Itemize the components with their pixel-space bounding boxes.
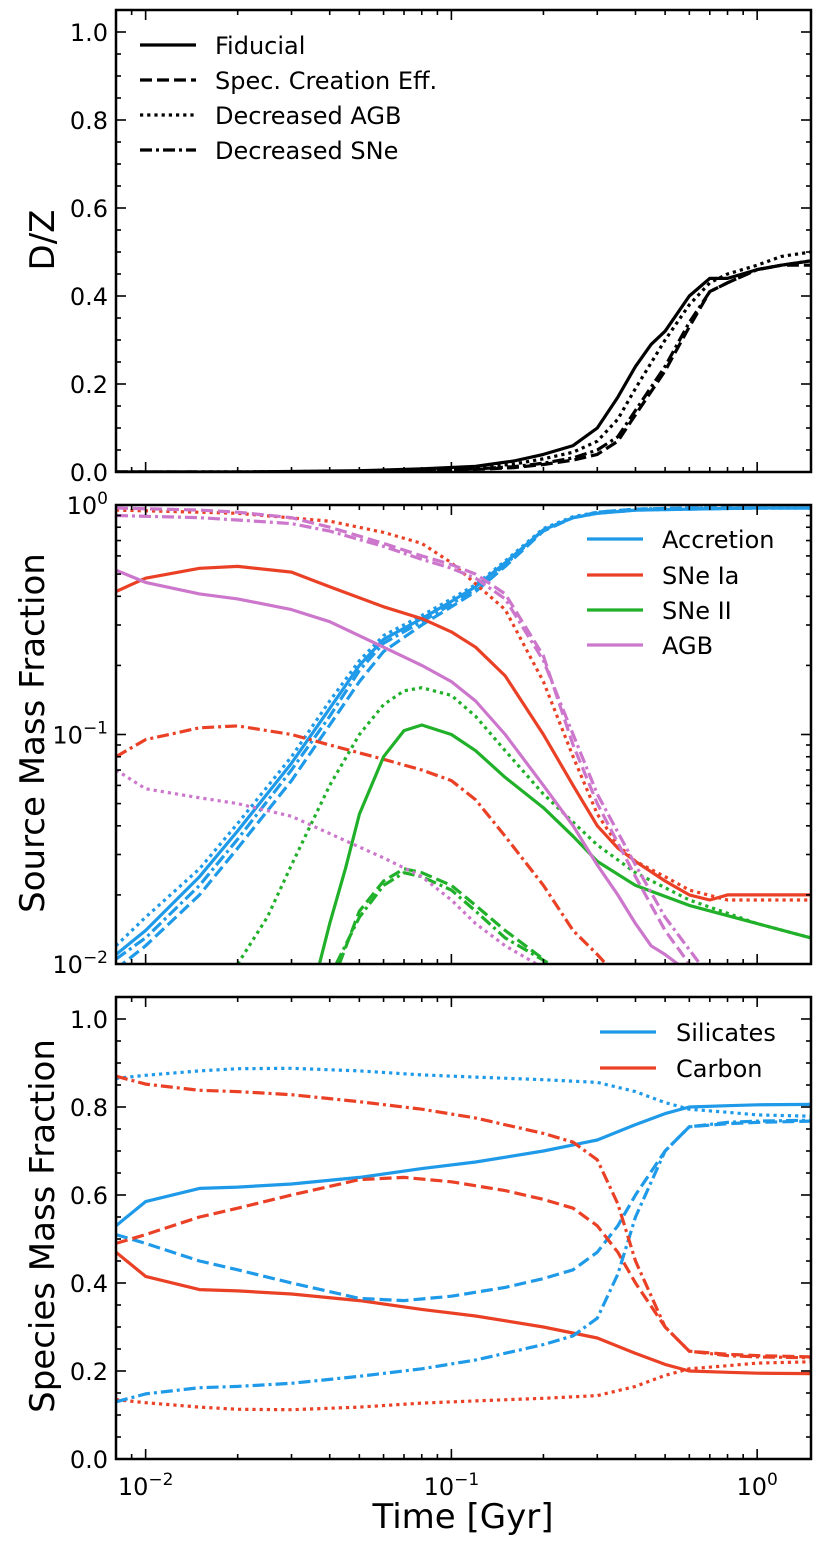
- series-carbon-decreased-agb: [116, 1360, 811, 1412]
- species-series-layer: [116, 1066, 811, 1412]
- series-silicates-fiducial: [116, 1102, 811, 1228]
- source-ytick-labels: 10−2 10−1 100: [52, 489, 108, 979]
- dz-ylabel: D/Z: [23, 210, 63, 271]
- species-ytick-labels: 0.0 0.2 0.4 0.6 0.8 1.0: [70, 1006, 108, 1474]
- ytick-label: 1.0: [70, 19, 108, 47]
- series-sne-ii-spec-creation-eff: [337, 867, 545, 964]
- legend-label: Fiducial: [215, 32, 305, 60]
- legend-label: Spec. Creation Eff.: [215, 67, 437, 95]
- series-decreased-agb: [116, 250, 811, 472]
- series-agb-fiducial: [116, 568, 679, 964]
- legend-label: Carbon: [676, 1055, 762, 1083]
- ytick-label: 0.0: [70, 1446, 108, 1474]
- xtick-label: 100: [736, 1470, 777, 1501]
- series-accretion-spec-creation-eff: [119, 506, 811, 964]
- species-legend: Silicates Carbon: [600, 1019, 776, 1083]
- panel-source: 10−2 10−1 100 Source Mass Fraction Accre…: [13, 489, 813, 979]
- ytick-label: 0.0: [70, 459, 108, 487]
- species-axes-frame: [114, 995, 813, 1461]
- panel-dz: 0.0 0.2 0.4 0.6 0.8 1.0 D/Z Fiducial Spe…: [23, 8, 813, 487]
- legend-label: SNe II: [662, 597, 732, 625]
- series-carbon-fiducial: [116, 1250, 811, 1376]
- series-carbon-decreased-sne: [116, 1074, 811, 1360]
- panel-species: 0.0 0.2 0.4 0.6 0.8 1.0 10−2 10−1 100 Sp…: [23, 995, 813, 1537]
- series-sne-ii-fiducial: [317, 723, 811, 964]
- source-axes-frame: [114, 503, 813, 966]
- xtick-label: 10−1: [424, 1470, 480, 1501]
- legend-label: Decreased AGB: [215, 102, 401, 130]
- xlabel: Time [Gyr]: [372, 1497, 554, 1537]
- series-silicates-decreased-sne: [116, 1118, 811, 1404]
- ytick-label: 0.4: [70, 1270, 108, 1298]
- ytick-label: 10−1: [52, 719, 108, 750]
- ytick-label: 0.6: [70, 195, 108, 223]
- ytick-label: 1.0: [70, 1006, 108, 1034]
- legend-label: Decreased SNe: [215, 137, 398, 165]
- legend-label: AGB: [662, 632, 713, 660]
- series-sne-ii-decreased-agb: [236, 686, 811, 964]
- ytick-label: 0.4: [70, 283, 108, 311]
- series-agb-decreased-agb: [116, 768, 538, 964]
- source-ylabel: Source Mass Fraction: [13, 553, 53, 913]
- series-silicates-decreased-agb: [116, 1066, 811, 1118]
- dz-legend: Fiducial Spec. Creation Eff. Decreased A…: [140, 32, 437, 165]
- source-legend: Accretion SNe Ia SNe II AGB: [587, 526, 774, 660]
- series-accretion-decreased-sne: [116, 506, 811, 961]
- ytick-label: 10−2: [52, 948, 108, 979]
- dz-axes-frame: [114, 8, 813, 474]
- ytick-label: 0.8: [70, 107, 108, 135]
- ytick-label: 0.6: [70, 1182, 108, 1210]
- legend-label: Accretion: [662, 526, 774, 554]
- series-sne-ia-fiducial: [116, 564, 811, 902]
- series-sne-ia-decreased-sne: [116, 724, 608, 964]
- dz-ytick-labels: 0.0 0.2 0.4 0.6 0.8 1.0: [70, 19, 108, 487]
- legend-label: Silicates: [676, 1019, 776, 1047]
- ytick-label: 100: [67, 489, 108, 520]
- species-xtick-labels: 10−2 10−1 100: [118, 1470, 778, 1501]
- ytick-label: 0.8: [70, 1094, 108, 1122]
- legend-label: SNe Ia: [662, 562, 739, 590]
- ytick-label: 0.2: [70, 371, 108, 399]
- series-sne-ii-decreased-sne: [334, 871, 551, 964]
- series-agb-decreased-sne: [116, 513, 702, 964]
- species-ylabel: Species Mass Fraction: [23, 1039, 63, 1413]
- xtick-label: 10−2: [118, 1470, 174, 1501]
- ytick-label: 0.2: [70, 1358, 108, 1386]
